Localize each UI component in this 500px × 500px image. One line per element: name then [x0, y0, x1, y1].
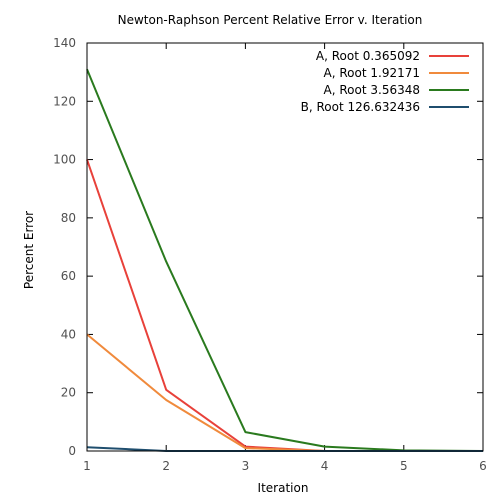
y-tick-label: 20 — [61, 386, 76, 400]
y-tick-label: 0 — [68, 444, 76, 458]
y-tick-label: 40 — [61, 327, 76, 341]
series-line-0 — [86, 159, 325, 452]
x-tick-label: 2 — [162, 459, 170, 473]
y-tick-label: 80 — [61, 211, 76, 225]
legend-label: B, Root 126.632436 — [301, 100, 420, 114]
x-tick-label: 6 — [479, 459, 487, 473]
y-tick-label: 60 — [61, 269, 76, 283]
legend-label: A, Root 1.92171 — [324, 66, 420, 80]
x-axis-label: Iteration — [258, 481, 309, 495]
chart-title: Newton-Raphson Percent Relative Error v.… — [118, 13, 423, 27]
legend-label: A, Root 0.365092 — [316, 49, 420, 63]
x-tick-label: 5 — [400, 459, 408, 473]
y-axis-label: Percent Error — [22, 211, 36, 289]
x-tick-label: 4 — [321, 459, 329, 473]
series-lines — [86, 68, 484, 452]
series-line-1 — [86, 333, 325, 452]
x-tick-label: 3 — [242, 459, 250, 473]
legend-label: A, Root 3.56348 — [324, 83, 420, 97]
axis-ticks: 0 20 40 60 80 100 120 140 1 2 3 4 5 6 — [53, 36, 487, 473]
y-tick-label: 120 — [53, 94, 76, 108]
legend: A, Root 0.365092 A, Root 1.92171 A, Root 3… — [301, 49, 469, 114]
y-tick-label: 140 — [53, 36, 76, 50]
plot-frame — [86, 42, 484, 452]
y-tick-label: 100 — [53, 153, 76, 167]
x-tick-label: 1 — [83, 459, 91, 473]
series-line-2 — [86, 68, 484, 452]
